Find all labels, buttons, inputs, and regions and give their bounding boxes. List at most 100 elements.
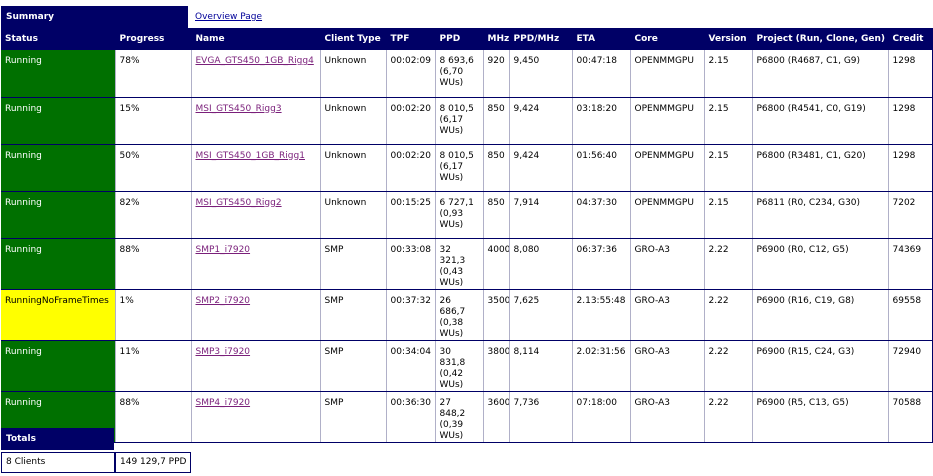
summary-title: Summary xyxy=(1,6,188,28)
client-name-link[interactable]: SMP1_i7920 xyxy=(195,244,251,255)
col-ppd[interactable]: PPD xyxy=(435,28,484,50)
tpf-cell: 00:02:20 xyxy=(386,144,436,192)
client-name-link[interactable]: MSI_GTS450_Rigg2 xyxy=(195,197,282,208)
tpf-cell: 00:02:20 xyxy=(386,97,436,145)
col-core[interactable]: Core xyxy=(630,28,705,50)
client-name-link[interactable]: MSI_GTS450_1GB_Rigg1 xyxy=(195,150,305,161)
eta-cell: 07:18:00 xyxy=(572,391,631,443)
col-version[interactable]: Version xyxy=(704,28,753,50)
core-cell: OPENMMGPU xyxy=(630,50,705,98)
core-cell: OPENMMGPU xyxy=(630,191,705,239)
ppd-cell: 26 686,7 (0,38 WUs) xyxy=(435,289,484,341)
progress-cell: 1% xyxy=(115,289,192,341)
totals-title: Totals xyxy=(1,428,114,450)
name-cell: EVGA_GTS450_1GB_Rigg4 xyxy=(191,50,321,98)
col-name[interactable]: Name xyxy=(191,28,321,50)
overview-page-link[interactable]: Overview Page xyxy=(195,12,263,22)
project-cell: P6800 (R4541, C0, G19) xyxy=(752,97,889,145)
client-type-cell: SMP xyxy=(320,238,387,290)
ppd-cell: 27 848,2 (0,39 WUs) xyxy=(435,391,484,443)
ppd-mhz-cell: 9,424 xyxy=(509,97,573,145)
totals-row: 8 Clients 149 129,7 PPD xyxy=(1,452,191,473)
mhz-cell: 850 xyxy=(483,97,510,145)
col-status[interactable]: Status xyxy=(1,28,116,50)
col-mhz[interactable]: MHz xyxy=(483,28,510,50)
table-row[interactable]: Running 88% SMP4_i7920 SMP 00:36:30 27 848,2 … xyxy=(1,391,933,443)
client-type-cell: Unknown xyxy=(320,50,387,98)
client-type-cell: Unknown xyxy=(320,144,387,192)
ppd-cell: 8 010,5 (6,17 WUs) xyxy=(435,97,484,145)
progress-cell: 88% xyxy=(115,391,192,443)
table-row[interactable]: RunningNoFrameTimes 1% SMP2_i7920 SMP 00:37:… xyxy=(1,289,933,341)
progress-cell: 88% xyxy=(115,238,192,290)
ppd-cell: 8 010,5 (6,17 WUs) xyxy=(435,144,484,192)
col-progress[interactable]: Progress xyxy=(115,28,192,50)
table-row[interactable]: Running 82% MSI_GTS450_Rigg2 Unknown 00:15:2… xyxy=(1,191,933,239)
ppd-cell: 32 321,3 (0,43 WUs) xyxy=(435,238,484,290)
name-cell: MSI_GTS450_1GB_Rigg1 xyxy=(191,144,321,192)
table-row[interactable]: Running 11% SMP3_i7920 SMP 00:34:04 30 831,8 … xyxy=(1,340,933,392)
client-type-cell: SMP xyxy=(320,391,387,443)
client-name-link[interactable]: SMP3_i7920 xyxy=(195,346,251,357)
credit-cell: 69558 xyxy=(888,289,933,341)
status-cell: RunningNoFrameTimes xyxy=(1,289,116,341)
ppd-mhz-cell: 7,625 xyxy=(509,289,573,341)
summary-bar: Summary Overview Page xyxy=(0,6,933,28)
table-row[interactable]: Running 78% EVGA_GTS450_1GB_Rigg4 Unknown 00… xyxy=(1,50,933,98)
table-body: Running 78% EVGA_GTS450_1GB_Rigg4 Unknown 00… xyxy=(1,50,933,443)
credit-cell: 7202 xyxy=(888,191,933,239)
status-cell: Running xyxy=(1,144,116,192)
client-name-link[interactable]: MSI_GTS450_Rigg3 xyxy=(195,103,282,114)
project-cell: P6900 (R15, C24, G3) xyxy=(752,340,889,392)
core-cell: OPENMMGPU xyxy=(630,144,705,192)
mhz-cell: 3500 xyxy=(483,289,510,341)
version-cell: 2.15 xyxy=(704,97,753,145)
core-cell: GRO-A3 xyxy=(630,391,705,443)
name-cell: SMP4_i7920 xyxy=(191,391,321,443)
mhz-cell: 920 xyxy=(483,50,510,98)
col-tpf[interactable]: TPF xyxy=(386,28,436,50)
client-name-link[interactable]: EVGA_GTS450_1GB_Rigg4 xyxy=(195,56,314,66)
totals-ppd: 149 129,7 PPD xyxy=(115,452,191,473)
project-cell: P6900 (R0, C12, G5) xyxy=(752,238,889,290)
tpf-cell: 00:15:25 xyxy=(386,191,436,239)
mhz-cell: 850 xyxy=(483,191,510,239)
credit-cell: 1298 xyxy=(888,144,933,192)
credit-cell: 70588 xyxy=(888,391,933,443)
core-cell: GRO-A3 xyxy=(630,289,705,341)
client-name-link[interactable]: SMP4_i7920 xyxy=(195,397,251,408)
progress-cell: 15% xyxy=(115,97,192,145)
name-cell: SMP1_i7920 xyxy=(191,238,321,290)
table-row[interactable]: Running 50% MSI_GTS450_1GB_Rigg1 Unknown 00:… xyxy=(1,144,933,192)
project-cell: P6800 (R4687, C1, G9) xyxy=(752,50,889,98)
client-type-cell: SMP xyxy=(320,289,387,341)
eta-cell: 06:37:36 xyxy=(572,238,631,290)
tpf-cell: 00:36:30 xyxy=(386,391,436,443)
ppd-mhz-cell: 9,450 xyxy=(509,50,573,98)
col-credit[interactable]: Credit xyxy=(888,28,933,50)
table-row[interactable]: Running 15% MSI_GTS450_Rigg3 Unknown 00:02:2… xyxy=(1,97,933,145)
col-project[interactable]: Project (Run, Clone, Gen) xyxy=(752,28,889,50)
ppd-mhz-cell: 8,114 xyxy=(509,340,573,392)
eta-cell: 03:18:20 xyxy=(572,97,631,145)
client-type-cell: Unknown xyxy=(320,191,387,239)
eta-cell: 04:37:30 xyxy=(572,191,631,239)
credit-cell: 72940 xyxy=(888,340,933,392)
eta-cell: 2.02:31:56 xyxy=(572,340,631,392)
table-row[interactable]: Running 88% SMP1_i7920 SMP 00:33:08 32 321,3 … xyxy=(1,238,933,290)
version-cell: 2.22 xyxy=(704,391,753,443)
ppd-mhz-cell: 7,914 xyxy=(509,191,573,239)
name-cell: SMP2_i7920 xyxy=(191,289,321,341)
version-cell: 2.15 xyxy=(704,50,753,98)
progress-cell: 50% xyxy=(115,144,192,192)
status-cell: Running xyxy=(1,238,116,290)
mhz-cell: 3600 xyxy=(483,391,510,443)
col-eta[interactable]: ETA xyxy=(572,28,631,50)
totals-clients: 8 Clients xyxy=(1,452,115,473)
client-type-cell: SMP xyxy=(320,340,387,392)
client-name-link[interactable]: SMP2_i7920 xyxy=(195,295,251,306)
status-cell: Running xyxy=(1,97,116,145)
client-summary-table: Status Progress Name Client Type TPF PPD… xyxy=(1,28,933,443)
col-client-type[interactable]: Client Type xyxy=(320,28,387,50)
col-ppd-mhz[interactable]: PPD/MHz xyxy=(509,28,573,50)
